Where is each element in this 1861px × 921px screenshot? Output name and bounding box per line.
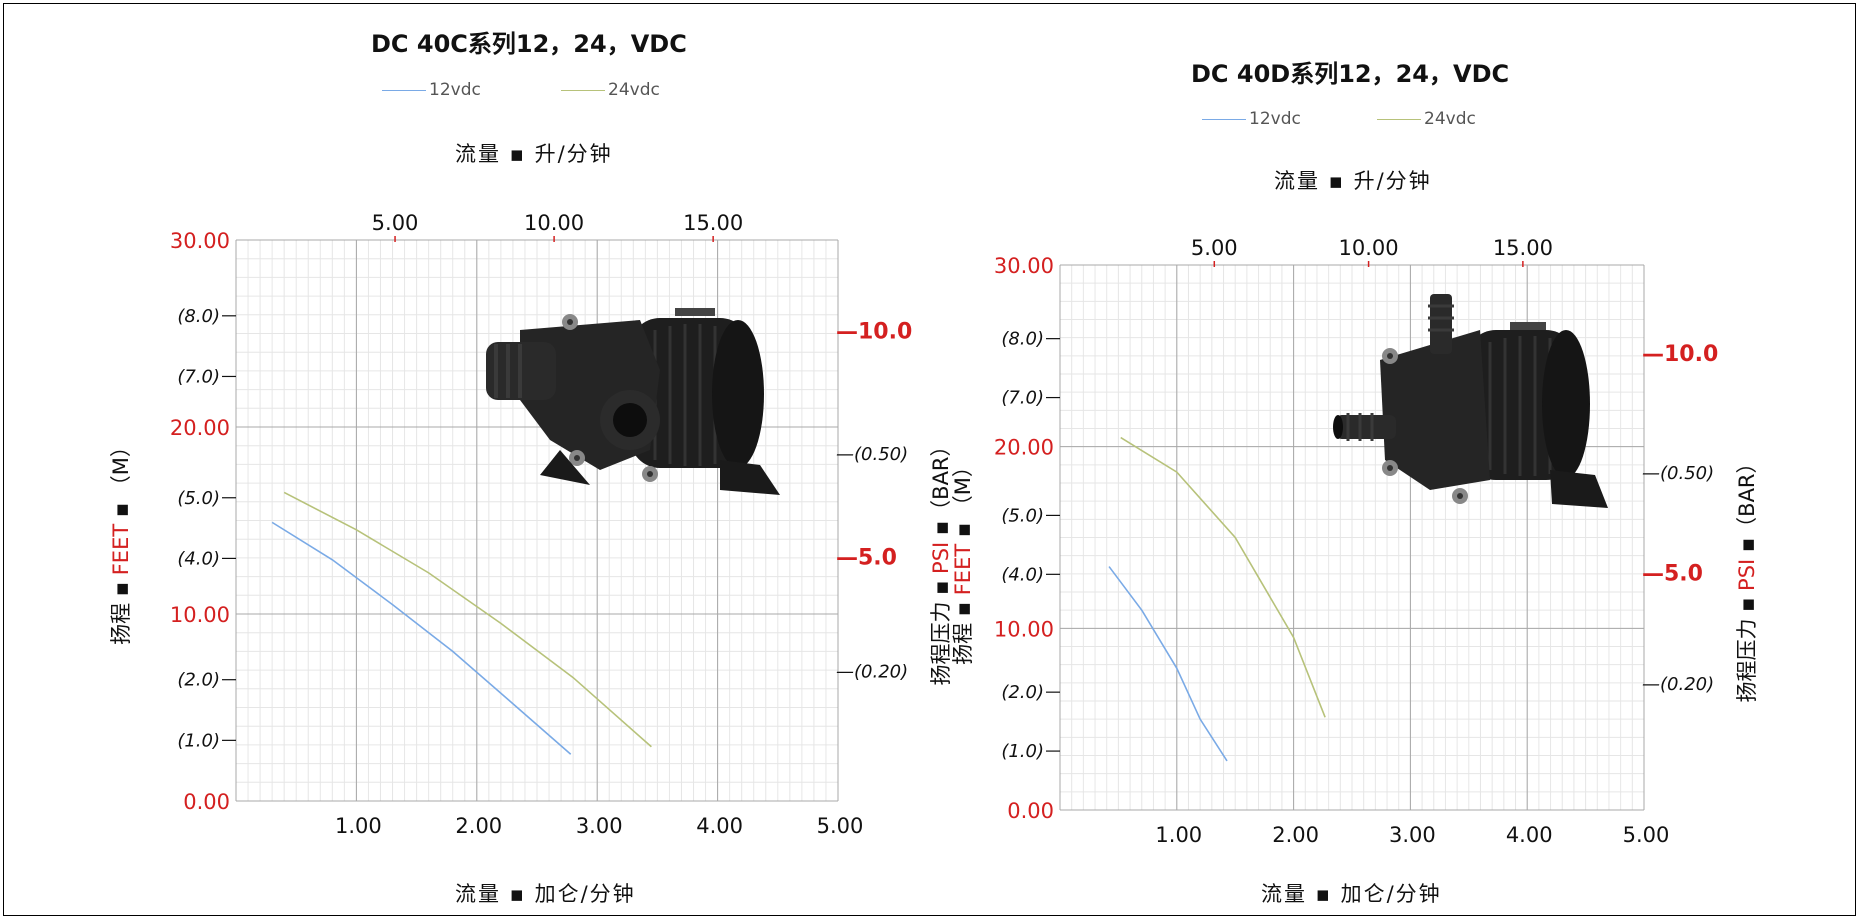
figure-frame <box>3 3 1856 916</box>
right-axis-psi-title-part: ▪（BAR） <box>929 435 953 541</box>
right-tick-label: —(0.50) <box>1642 463 1714 484</box>
y-axis-title-part: 扬程 ▪ <box>109 575 133 645</box>
right-axis-feet-title-part: 扬程 ▪ <box>951 595 975 665</box>
x-tick-label: 3.00 <box>576 814 623 838</box>
right-axis-feet-title-part: ▪ （M） <box>951 456 975 544</box>
top-tick-label: 5.00 <box>372 211 419 235</box>
y-tick-label: 20.00 <box>170 416 230 440</box>
y-tick-label: 30.00 <box>170 229 230 253</box>
right-axis-psi-title: 扬程压力 ▪ PSI ▪（BAR） <box>1735 452 1759 702</box>
y-minor-tick-label: (8.0) <box>177 306 220 327</box>
chart-2-legend-12vdc: 12vdc <box>1202 109 1301 129</box>
right-axis-psi-title-part: PSI <box>929 542 953 574</box>
x-tick-label: 1.00 <box>335 814 382 838</box>
x-tick-label: 2.00 <box>1272 823 1319 847</box>
right-tick-label: —(0.50) <box>836 444 908 465</box>
y-tick-label: 10.00 <box>994 617 1054 641</box>
y-axis-title-part: ▪ （M） <box>109 436 133 524</box>
y-tick-label: 10.00 <box>170 603 230 627</box>
x-tick-label: 2.00 <box>455 814 502 838</box>
y-minor-tick-label: (8.0) <box>1001 329 1044 350</box>
y-minor-tick-label: (2.0) <box>177 670 220 691</box>
x-tick-label: 5.00 <box>817 814 864 838</box>
right-tick-label: —5.0 <box>1642 561 1703 586</box>
chart-2-top-axis-title: 流量 ▪ 升/分钟 <box>1274 169 1432 193</box>
chart-1-title: DC 40C系列12，24，VDC <box>371 30 687 58</box>
series-line-12vdc <box>271 521 572 755</box>
top-tick-label: 5.00 <box>1191 236 1238 260</box>
x-tick-label: 4.00 <box>1506 823 1553 847</box>
right-tick-label: —10.0 <box>1642 342 1718 367</box>
right-axis-feet-title-part: FEET <box>951 544 975 596</box>
y-minor-tick-label: (2.0) <box>1001 682 1044 703</box>
y-axis-title-part: FEET <box>109 524 133 576</box>
legend-swatch <box>1377 118 1421 120</box>
legend-swatch <box>382 89 426 91</box>
right-axis-feet-title: 扬程 ▪ FEET ▪ （M） <box>951 456 975 665</box>
chart-1-bottom-axis-title: 流量 ▪ 加仑/分钟 <box>455 882 636 906</box>
series-line-24vdc <box>283 491 652 748</box>
x-tick-label: 4.00 <box>696 814 743 838</box>
right-tick-label: —(0.20) <box>836 661 908 682</box>
chart-1-top-axis-title: 流量 ▪ 升/分钟 <box>455 142 613 166</box>
top-tick-label: 10.00 <box>524 211 584 235</box>
right-axis-psi-title-part: ▪（BAR） <box>1735 452 1759 558</box>
chart-1-legend-12vdc: 12vdc <box>382 80 481 100</box>
chart-2-title: DC 40D系列12，24，VDC <box>1191 60 1510 88</box>
legend-label: 24vdc <box>608 80 660 100</box>
right-tick-label: —10.0 <box>836 320 912 345</box>
y-minor-tick-label: (1.0) <box>177 730 220 751</box>
right-tick-label: —5.0 <box>836 545 897 570</box>
y-tick-label: 0.00 <box>1007 799 1054 823</box>
series-line-24vdc <box>1120 436 1326 718</box>
y-minor-tick-label: (7.0) <box>1001 388 1044 409</box>
chart-1-legend-24vdc: 24vdc <box>561 80 660 100</box>
top-tick-label: 15.00 <box>1493 236 1553 260</box>
right-tick-label: —(0.20) <box>1642 674 1714 695</box>
y-tick-label: 20.00 <box>994 436 1054 460</box>
legend-label: 24vdc <box>1424 109 1476 129</box>
pump-dc40c-image <box>486 308 780 495</box>
y-tick-label: 30.00 <box>994 254 1054 278</box>
x-tick-label: 5.00 <box>1623 823 1670 847</box>
y-minor-tick-label: (5.0) <box>177 488 220 509</box>
top-tick-label: 10.00 <box>1339 236 1399 260</box>
legend-label: 12vdc <box>1249 109 1301 129</box>
y-minor-tick-label: (5.0) <box>1001 505 1044 526</box>
right-axis-psi-title: 扬程压力 ▪ PSI ▪（BAR） <box>929 435 953 685</box>
chart-2-bottom-axis-title: 流量 ▪ 加仑/分钟 <box>1261 882 1442 906</box>
y-minor-tick-label: (7.0) <box>177 366 220 387</box>
right-axis-psi-title-part: PSI <box>1735 559 1759 591</box>
x-tick-label: 1.00 <box>1155 823 1202 847</box>
legend-label: 12vdc <box>429 80 481 100</box>
top-tick-label: 15.00 <box>683 211 743 235</box>
x-tick-label: 3.00 <box>1389 823 1436 847</box>
y-axis-title: 扬程 ▪ FEET ▪ （M） <box>109 436 133 645</box>
right-axis-psi-title-part: 扬程压力 ▪ <box>929 574 953 686</box>
pump-dc40d-image <box>1333 294 1608 508</box>
y-minor-tick-label: (1.0) <box>1001 741 1044 762</box>
legend-swatch <box>561 89 605 91</box>
chart-2-legend-24vdc: 24vdc <box>1377 109 1476 129</box>
series-line-12vdc <box>1108 566 1228 762</box>
y-minor-tick-label: (4.0) <box>177 548 220 569</box>
y-minor-tick-label: (4.0) <box>1001 564 1044 585</box>
legend-swatch <box>1202 118 1246 120</box>
y-tick-label: 0.00 <box>183 790 230 814</box>
right-axis-psi-title-part: 扬程压力 ▪ <box>1735 591 1759 703</box>
